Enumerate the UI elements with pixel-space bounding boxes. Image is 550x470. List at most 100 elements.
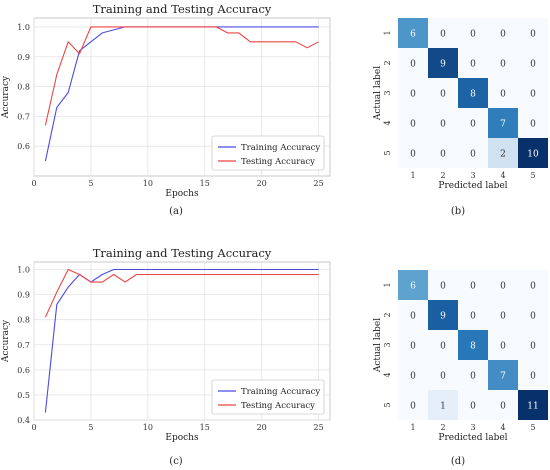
- matrix-cell: [398, 108, 428, 138]
- cell-value: 8: [470, 90, 476, 100]
- panel-label-c: (c): [169, 456, 183, 467]
- confusion-matrix-b: 6 0 0 0 0 0 9 0 0 0 0 0 8 0 0 0 0 0 7 0 0 0 0 2 10 1 2 3 4 5 1 2 3 4 5 Pred…: [373, 18, 548, 191]
- matrix-cell: [488, 390, 518, 420]
- x-tick-label: 5: [530, 423, 535, 432]
- x-axis-label: Predicted label: [438, 433, 507, 443]
- matrix-cell: [488, 78, 518, 108]
- matrix-cell: [398, 390, 428, 420]
- matrix-cell: [458, 270, 488, 300]
- matrix-cell: [428, 18, 458, 48]
- matrix-cell: [488, 18, 518, 48]
- cell-value: 0: [500, 342, 506, 352]
- x-tick-label: 3: [470, 423, 475, 432]
- matrix-cell: [518, 138, 548, 168]
- cell-value: 7: [500, 372, 506, 382]
- y-tick-label: 0.7: [17, 112, 30, 121]
- cell-value: 0: [440, 30, 446, 40]
- y-tick-label: 2: [383, 312, 392, 317]
- confusion-matrix-d: 6 0 0 0 00 9 0 0 00 0 8 0 00 0 0 7 00 1 0 0 111 2 3 4 512345Pred…: [373, 270, 548, 443]
- testing-accuracy-line: [44, 26, 319, 126]
- matrix-cell: [458, 138, 488, 168]
- matrix-cell: [518, 108, 548, 138]
- x-tick-label: 10: [143, 179, 153, 188]
- y-tick-label: 0.4: [17, 416, 30, 425]
- chart-title: Training and Testing Accuracy: [93, 2, 272, 16]
- y-axis-label: Accuracy: [1, 319, 11, 363]
- matrix-cell: [428, 390, 458, 420]
- x-axis-label: Epochs: [165, 433, 199, 443]
- x-tick-label: 5: [88, 179, 93, 188]
- y-tick-label: 3: [383, 342, 392, 347]
- cell-value: 0: [440, 372, 446, 382]
- y-tick-label: 0.6: [17, 142, 30, 151]
- matrix-cell: [428, 48, 458, 78]
- y-tick-label: 0.5: [17, 391, 30, 400]
- matrix-cell: [428, 300, 458, 330]
- y-tick-label: 1.0: [17, 23, 30, 32]
- matrix-cell: [458, 390, 488, 420]
- y-tick-label: 1: [383, 30, 392, 35]
- matrix-cell: [398, 360, 428, 390]
- y-axis-label: Actual label: [373, 66, 383, 121]
- matrix-cell: [458, 360, 488, 390]
- cell-value: 0: [500, 312, 506, 322]
- cell-value: 0: [530, 120, 536, 130]
- matrix-cell: [488, 48, 518, 78]
- cell-value: 2: [500, 150, 506, 160]
- x-tick-label: 15: [200, 179, 210, 188]
- matrix-cell: [458, 78, 488, 108]
- panel-label-a: (a): [169, 206, 183, 217]
- cell-value: 0: [500, 90, 506, 100]
- y-tick-label: 4: [383, 372, 392, 377]
- panel-label-d: (d): [451, 456, 465, 467]
- cell-value: 0: [410, 372, 416, 382]
- legend-testing-label: Testing Accuracy: [241, 401, 315, 411]
- matrix-cell: [458, 48, 488, 78]
- y-tick-label: 0.7: [17, 341, 30, 350]
- cell-value: 0: [470, 30, 476, 40]
- x-tick-label: 1: [410, 171, 415, 180]
- cell-value: 0: [530, 372, 536, 382]
- y-tick-label: 0.8: [17, 83, 30, 92]
- testing-accuracy-line: [44, 268, 319, 318]
- matrix-cell: [488, 138, 518, 168]
- y-tick-label: 1: [383, 282, 392, 287]
- cell-value: 0: [470, 150, 476, 160]
- cell-value: 9: [440, 60, 446, 70]
- cell-value: 0: [410, 312, 416, 322]
- cell-value: 6: [410, 282, 416, 292]
- y-axis-label: Accuracy: [1, 75, 11, 119]
- matrix-cell: [518, 360, 548, 390]
- y-tick-label: 5: [383, 150, 392, 155]
- cell-value: 0: [440, 120, 446, 130]
- x-tick-label: 0: [31, 179, 36, 188]
- matrix-cell: [458, 108, 488, 138]
- cell-value: 0: [470, 60, 476, 70]
- x-tick-label: 5: [88, 423, 93, 432]
- cell-value: 0: [530, 312, 536, 322]
- cell-value: 0: [530, 342, 536, 352]
- y-tick-label: 3: [383, 90, 392, 95]
- line-chart-c: 0.4 0.5 0.6 0.7 0.8 0.9 1.0 0 5 10 15 20 25 Training …: [1, 246, 331, 443]
- matrix-cell: [518, 270, 548, 300]
- cell-value: 0: [470, 312, 476, 322]
- legend-testing-label: Testing Accuracy: [241, 157, 315, 167]
- matrix-cell: [488, 270, 518, 300]
- cell-value: 0: [440, 150, 446, 160]
- cell-value: 0: [470, 372, 476, 382]
- matrix-cell: [428, 270, 458, 300]
- cell-value: 0: [470, 120, 476, 130]
- legend: Training Accuracy Testing Accuracy: [211, 135, 325, 171]
- y-tick-label: 0.6: [17, 366, 30, 375]
- x-tick-label: 10: [143, 423, 153, 432]
- cell-value: 0: [470, 282, 476, 292]
- matrix-cell: [428, 108, 458, 138]
- x-tick-label: 1: [410, 423, 415, 432]
- x-tick-label: 25: [314, 179, 324, 188]
- matrix-cell: [458, 18, 488, 48]
- cell-value: 0: [410, 90, 416, 100]
- y-tick-label: 5: [383, 402, 392, 407]
- x-tick-label: 2: [440, 423, 445, 432]
- cell-value: 10: [527, 150, 539, 160]
